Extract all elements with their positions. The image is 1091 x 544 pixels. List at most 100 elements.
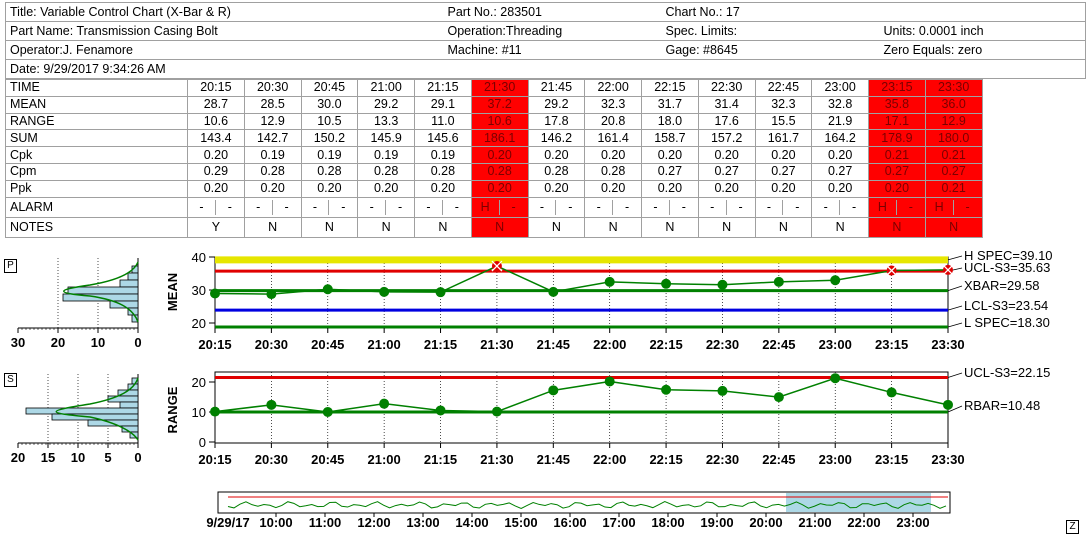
hist-bar	[119, 401, 139, 409]
overview-date: 9/29/17	[206, 515, 249, 530]
overview-tick-label: 14:00	[455, 515, 488, 530]
mean-histogram-label[interactable]: P	[4, 259, 17, 273]
cell-sum: 143.4	[187, 129, 245, 148]
cell-notes[interactable]: N	[243, 216, 302, 238]
alarm-high: -	[245, 199, 273, 215]
header-table: Title: Variable Control Chart (X-Bar & R…	[5, 2, 1086, 79]
alarm-high: -	[756, 199, 784, 215]
cell-notes[interactable]: N	[868, 216, 926, 238]
zoom-button[interactable]: Z	[1066, 520, 1079, 534]
cell-cpm: 0.27	[811, 162, 869, 181]
hist-tick-label: 0	[134, 335, 141, 350]
cell-time: 23:15	[868, 79, 926, 97]
alarm-high: -	[586, 199, 614, 215]
cell-notes[interactable]: N	[584, 216, 642, 238]
alarm-high: -	[699, 199, 727, 215]
cell-time: 21:00	[357, 79, 415, 97]
cell-alarm: --	[357, 196, 415, 218]
limit-label: UCL-S3=35.63	[964, 260, 1050, 275]
cell-ppk: 0.20	[187, 179, 245, 198]
cell-notes[interactable]: N	[697, 216, 756, 238]
cell-cpm: 0.28	[357, 162, 415, 181]
hist-curve	[55, 377, 139, 441]
y-tick-label: 20	[192, 375, 206, 390]
zero-equals: Zero Equals: zero	[879, 40, 1086, 60]
x-tick-label: 23:00	[819, 452, 852, 467]
cell-range: 12.9	[243, 112, 302, 131]
x-tick-label: 22:30	[706, 452, 739, 467]
alarm-low: -	[965, 199, 970, 214]
hist-bar	[107, 395, 139, 403]
cell-notes[interactable]: N	[924, 216, 983, 238]
limit-leader	[947, 405, 963, 413]
cell-notes[interactable]: N	[357, 216, 415, 238]
x-tick-label: 22:45	[762, 337, 795, 352]
x-tick-label: 22:30	[706, 337, 739, 352]
data-point	[379, 398, 390, 409]
cell-range: 10.6	[470, 112, 529, 131]
x-tick-label: 22:45	[762, 452, 795, 467]
overview-tick-label: 22:00	[847, 515, 880, 530]
units: Units: 0.0001 inch	[879, 21, 1086, 41]
hist-tick-label: 5	[104, 450, 111, 465]
alarm-low: -	[284, 199, 289, 214]
cell-cpk: 0.20	[811, 146, 869, 164]
alarm-high: -	[813, 199, 841, 215]
hist-curve	[63, 261, 139, 323]
alarm-high: -	[359, 199, 387, 215]
x-tick-label: 20:45	[311, 337, 344, 352]
alarm-low: -	[227, 199, 232, 214]
series-line	[214, 377, 949, 413]
alarm-high: -	[188, 199, 216, 215]
cell-time: 22:30	[697, 79, 756, 97]
cell-time: 21:45	[527, 79, 586, 97]
data-point	[435, 405, 446, 416]
x-tick-label: 22:00	[593, 337, 626, 352]
x-tick-label: 21:45	[537, 337, 570, 352]
data-point	[717, 279, 728, 290]
x-tick-label: 21:45	[537, 452, 570, 467]
limit-label: L SPEC=18.30	[964, 315, 1050, 330]
x-tick-label: 20:15	[198, 452, 231, 467]
range-histogram-label[interactable]: S	[4, 373, 17, 387]
part-no: Part No.: 283501	[443, 2, 662, 22]
x-tick-label: 20:30	[255, 452, 288, 467]
overview-tick-label: 15:00	[504, 515, 537, 530]
x-tick-label: 21:00	[368, 452, 401, 467]
cell-range: 12.9	[924, 112, 983, 131]
alarm-low: -	[341, 199, 346, 214]
cell-cpm: 0.27	[924, 162, 983, 181]
alarm-low: -	[454, 199, 459, 214]
overview-tick-label: 21:00	[798, 515, 831, 530]
alarm-high: -	[302, 199, 330, 215]
hist-tick-label: 10	[71, 450, 85, 465]
hist-tick-label: 20	[11, 450, 25, 465]
x-tick-label: 21:15	[424, 452, 457, 467]
row-label-time: TIME	[5, 79, 188, 97]
data-point	[717, 385, 728, 396]
cell-notes[interactable]: N	[414, 216, 472, 238]
data-point	[773, 276, 784, 287]
data-point	[830, 373, 841, 384]
y-tick-label: 40	[192, 250, 206, 265]
limit-label: XBAR=29.58	[964, 278, 1040, 293]
x-tick-label: 20:30	[255, 337, 288, 352]
cell-time: 20:45	[300, 79, 359, 97]
cell-cpk: 0.19	[414, 146, 472, 164]
overview-tick-label: 12:00	[357, 515, 390, 530]
spec-limits: Spec. Limits:	[661, 21, 880, 41]
alarm-high: -	[415, 199, 443, 215]
cell-time: 21:30	[470, 79, 529, 97]
data-point	[548, 286, 559, 297]
cell-notes[interactable]: N	[300, 216, 359, 238]
data-point	[322, 406, 333, 417]
alarm-low: -	[851, 199, 857, 214]
x-tick-label: 23:15	[875, 452, 908, 467]
y-tick-label: 10	[192, 405, 206, 420]
limit-label: LCL-S3=23.54	[964, 298, 1048, 313]
cell-notes[interactable]: N	[470, 216, 529, 238]
overview-tick-label: 23:00	[896, 515, 929, 530]
cell-time: 21:15	[414, 79, 472, 97]
cell-cpk: 0.20	[470, 146, 529, 164]
